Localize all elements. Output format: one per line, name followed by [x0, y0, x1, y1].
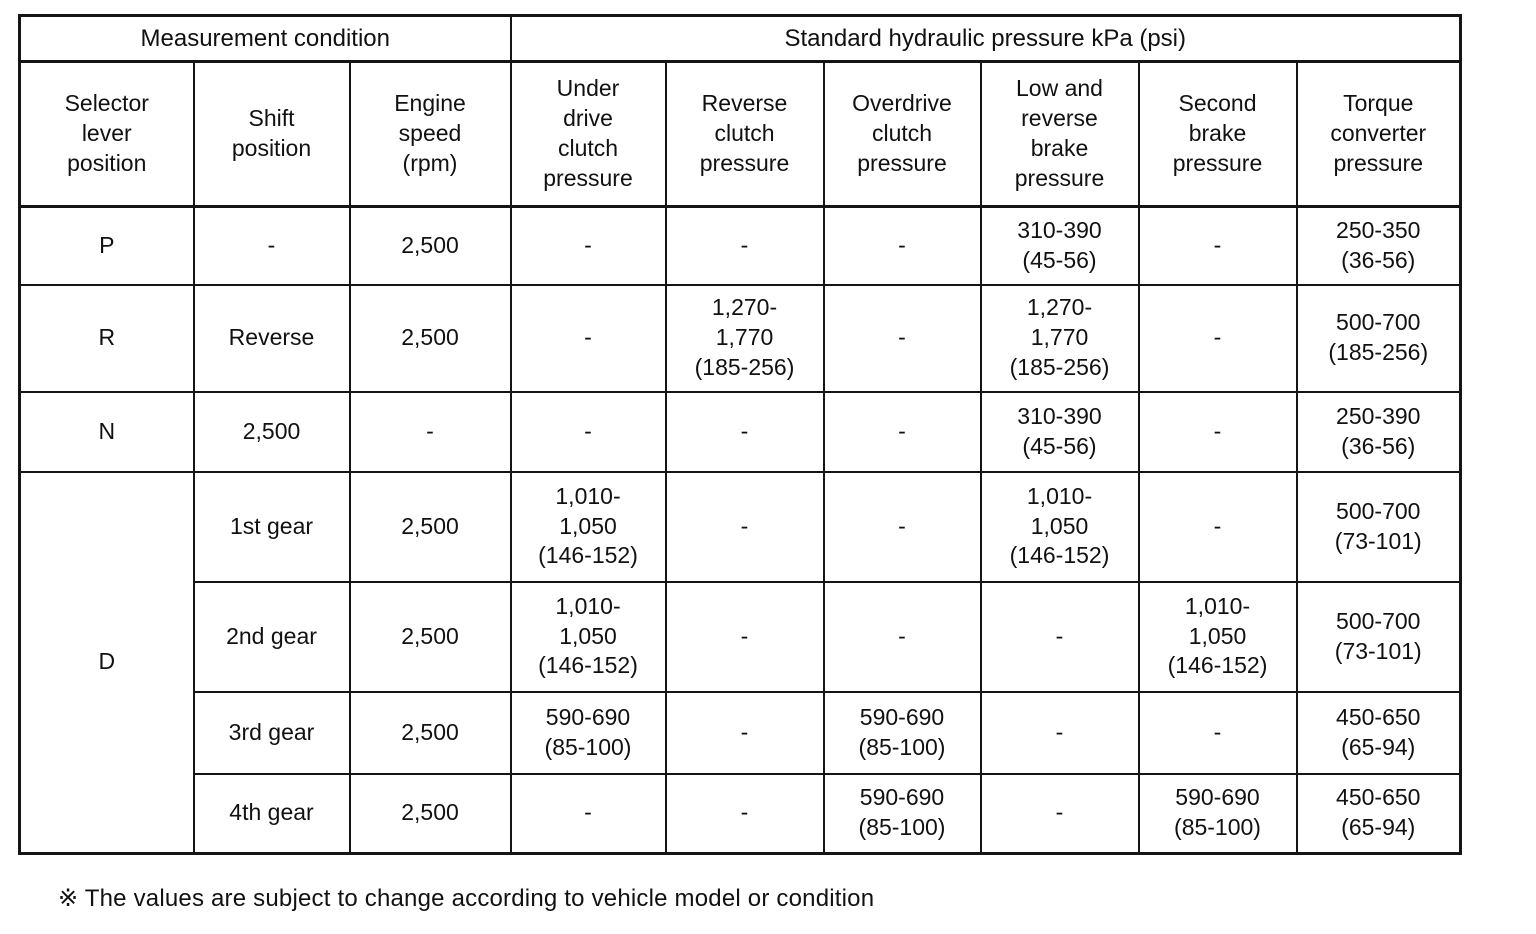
table-cell: -: [822, 580, 982, 693]
table-cell: -: [664, 690, 825, 775]
table-cell: 2,500: [348, 580, 512, 693]
table-cell: -: [822, 283, 982, 393]
col-header-second-brake: Second brake pressure: [1137, 60, 1298, 208]
table-cell: 500-700 (73-101): [1295, 580, 1462, 693]
table-cell: -: [664, 580, 825, 693]
table-cell: 1,010- 1,050 (146-152): [509, 580, 667, 693]
table-cell: 2nd gear: [192, 580, 351, 693]
col-header-reverse-clutch: Reverse clutch pressure: [664, 60, 825, 208]
col-header-selector-lever-position: Selector lever position: [18, 60, 195, 208]
table-cell: -: [664, 772, 825, 855]
table-cell: 500-700 (73-101): [1295, 470, 1462, 583]
table-row-d-1st-gear: D 1st gear 2,500 1,010- 1,050 (146-152) …: [18, 470, 1462, 855]
table-cell: -: [509, 390, 667, 473]
table-cell: 500-700 (185-256): [1295, 283, 1462, 393]
table-cell: -: [664, 470, 825, 583]
col-header-shift-position: Shift position: [192, 60, 351, 208]
footnote-text: ※ The values are subject to change accor…: [58, 885, 875, 912]
table-cell: 310-390 (45-56): [979, 205, 1140, 286]
table-cell: -: [1137, 690, 1298, 775]
table-row-d-4th-gear: 4th gear 2,500 - - 590-690 (85-100) - 59…: [20, 772, 1462, 855]
table-cell-selector-d: D: [18, 470, 195, 855]
col-header-under-drive-clutch: Under drive clutch pressure: [509, 60, 667, 208]
table-cell: P: [18, 205, 195, 286]
table-cell: -: [979, 772, 1140, 855]
table-cell: -: [664, 390, 825, 473]
table-cell: -: [979, 580, 1140, 693]
table-cell: -: [1137, 470, 1298, 583]
table-column-header-row: Selector lever position Shift position E…: [18, 60, 1462, 208]
col-header-engine-speed: Engine speed (rpm): [348, 60, 512, 208]
table-cell: 4th gear: [192, 772, 351, 855]
table-cell: 2,500: [348, 205, 512, 286]
table-cell: -: [979, 690, 1140, 775]
table-cell: 3rd gear: [192, 690, 351, 775]
table-row-r: R Reverse 2,500 - 1,270- 1,770 (185-256)…: [18, 283, 1462, 393]
table-cell: 1,010- 1,050 (146-152): [509, 470, 667, 583]
table-cell: 2,500: [348, 690, 512, 775]
table-row-n: N 2,500 - - - - 310-390 (45-56) - 250-39…: [18, 390, 1462, 473]
table-cell: 590-690 (85-100): [822, 772, 982, 855]
hydraulic-pressure-table: Measurement condition Standard hydraulic…: [18, 14, 1462, 855]
group-header-standard-pressure: Standard hydraulic pressure kPa (psi): [509, 14, 1462, 63]
col-header-overdrive-clutch: Overdrive clutch pressure: [822, 60, 982, 208]
table-cell: 310-390 (45-56): [979, 390, 1140, 473]
table-cell: 590-690 (85-100): [822, 690, 982, 775]
table-cell: 1,270- 1,770 (185-256): [979, 283, 1140, 393]
table-cell: 590-690 (85-100): [1137, 772, 1298, 855]
table-row-d-3rd-gear: 3rd gear 2,500 590-690 (85-100) - 590-69…: [20, 690, 1462, 775]
table-cell: -: [348, 390, 512, 473]
table-cell: -: [509, 283, 667, 393]
group-header-measurement-condition: Measurement condition: [18, 14, 512, 63]
table-row-p: P - 2,500 - - - 310-390 (45-56) - 250-35…: [18, 205, 1462, 286]
table-cell: 2,500: [348, 470, 512, 583]
table-cell: 250-390 (36-56): [1295, 390, 1462, 473]
table-cell: 2,500: [192, 390, 351, 473]
col-header-torque-converter: Torque converter pressure: [1295, 60, 1462, 208]
table-cell: 450-650 (65-94): [1295, 772, 1462, 855]
table-cell: 1,270- 1,770 (185-256): [664, 283, 825, 393]
table-cell: 2,500: [348, 283, 512, 393]
table-group-header-row: Measurement condition Standard hydraulic…: [18, 14, 1462, 63]
table-cell: -: [822, 390, 982, 473]
table-cell: -: [1137, 283, 1298, 393]
table-cell: 2,500: [348, 772, 512, 855]
table-cell: 250-350 (36-56): [1295, 205, 1462, 286]
table-cell: -: [1137, 205, 1298, 286]
table-row-d-2nd-gear: 2nd gear 2,500 1,010- 1,050 (146-152) - …: [20, 580, 1462, 693]
table-cell: 590-690 (85-100): [509, 690, 667, 775]
table-cell: -: [822, 470, 982, 583]
col-header-low-reverse-brake: Low and reverse brake pressure: [979, 60, 1140, 208]
table-cell: N: [18, 390, 195, 473]
table-cell: 450-650 (65-94): [1295, 690, 1462, 775]
table-cell: -: [822, 205, 982, 286]
table-cell: Reverse: [192, 283, 351, 393]
table-cell: R: [18, 283, 195, 393]
table-cell: 1,010- 1,050 (146-152): [979, 470, 1140, 583]
table-cell: 1,010- 1,050 (146-152): [1137, 580, 1298, 693]
table-cell: -: [664, 205, 825, 286]
table-cell: -: [509, 772, 667, 855]
table-cell: -: [1137, 390, 1298, 473]
table-cell: -: [509, 205, 667, 286]
table-cell: -: [192, 205, 351, 286]
table-cell: 1st gear: [192, 470, 351, 583]
